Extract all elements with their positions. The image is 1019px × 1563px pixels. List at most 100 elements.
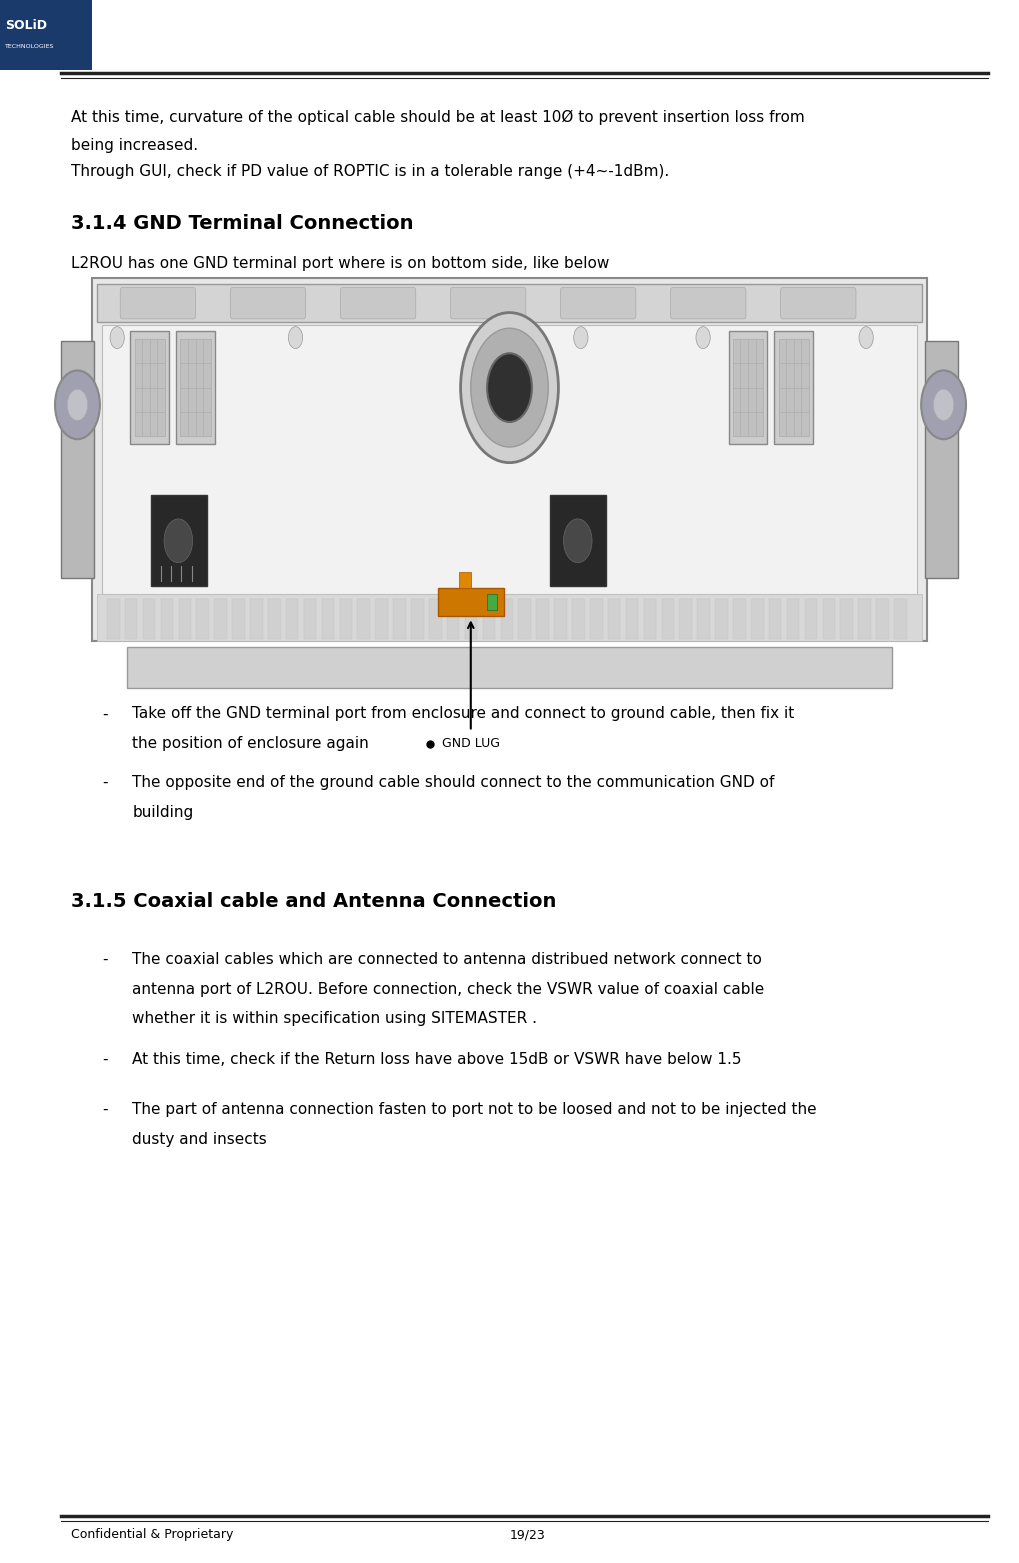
Bar xyxy=(232,599,245,639)
Text: Through GUI, check if PD value of ROPTIC is in a tolerable range (+4~-1dBm).: Through GUI, check if PD value of ROPTIC… xyxy=(71,164,669,180)
Text: -: - xyxy=(102,1102,107,1118)
Bar xyxy=(250,599,263,639)
Bar xyxy=(102,325,917,594)
Text: The opposite end of the ground cable should connect to the communication GND of: The opposite end of the ground cable sho… xyxy=(132,775,774,791)
Bar xyxy=(590,599,602,639)
Bar xyxy=(894,599,907,639)
Text: 3.1.5 Coaxial cable and Antenna Connection: 3.1.5 Coaxial cable and Antenna Connecti… xyxy=(71,892,556,911)
Text: -: - xyxy=(102,952,107,967)
Bar xyxy=(161,599,173,639)
Text: -: - xyxy=(102,775,107,791)
Bar xyxy=(729,331,767,444)
FancyBboxPatch shape xyxy=(230,288,306,319)
Bar xyxy=(858,599,871,639)
FancyBboxPatch shape xyxy=(450,288,526,319)
Text: antenna port of L2ROU. Before connection, check the VSWR value of coaxial cable: antenna port of L2ROU. Before connection… xyxy=(132,982,764,997)
Bar xyxy=(500,599,514,639)
FancyBboxPatch shape xyxy=(340,288,416,319)
Bar xyxy=(841,599,853,639)
Bar xyxy=(680,599,692,639)
Bar xyxy=(550,495,606,586)
Bar xyxy=(322,599,334,639)
Text: L2ROU has one GND terminal port where is on bottom side, like below: L2ROU has one GND terminal port where is… xyxy=(71,256,609,272)
FancyBboxPatch shape xyxy=(120,288,196,319)
Bar xyxy=(286,599,299,639)
Text: The part of antenna connection fasten to port not to be loosed and not to be inj: The part of antenna connection fasten to… xyxy=(132,1102,817,1118)
FancyBboxPatch shape xyxy=(560,288,636,319)
Circle shape xyxy=(487,353,532,422)
Bar xyxy=(608,599,621,639)
Circle shape xyxy=(859,327,873,349)
Bar xyxy=(0,0,92,70)
FancyBboxPatch shape xyxy=(671,288,746,319)
Bar xyxy=(339,599,353,639)
Bar xyxy=(876,599,889,639)
Text: 19/23: 19/23 xyxy=(510,1529,545,1541)
Bar xyxy=(92,278,927,641)
Circle shape xyxy=(933,389,954,420)
Bar xyxy=(61,341,94,578)
Bar xyxy=(644,599,656,639)
Text: GND LUG: GND LUG xyxy=(442,738,500,750)
Bar xyxy=(130,331,169,444)
Bar xyxy=(805,599,817,639)
Text: being increased.: being increased. xyxy=(71,138,199,153)
Circle shape xyxy=(164,519,193,563)
Bar xyxy=(487,594,497,610)
Bar xyxy=(465,599,477,639)
Bar xyxy=(197,599,209,639)
Bar xyxy=(429,599,441,639)
Bar xyxy=(733,339,763,436)
Bar xyxy=(97,284,922,322)
Circle shape xyxy=(461,313,558,463)
Bar xyxy=(127,647,892,688)
Bar xyxy=(787,599,799,639)
Bar xyxy=(135,339,165,436)
Text: SOLiD: SOLiD xyxy=(5,19,47,31)
Circle shape xyxy=(574,327,588,349)
Bar xyxy=(626,599,638,639)
Circle shape xyxy=(471,328,548,447)
Bar xyxy=(143,599,155,639)
Bar xyxy=(697,599,710,639)
Bar xyxy=(822,599,836,639)
Bar xyxy=(151,495,207,586)
Bar xyxy=(358,599,370,639)
Text: At this time, curvature of the optical cable should be at least 10Ø to prevent i: At this time, curvature of the optical c… xyxy=(71,109,805,125)
Bar xyxy=(176,331,215,444)
Bar xyxy=(393,599,406,639)
Bar xyxy=(304,599,316,639)
Text: -: - xyxy=(102,706,107,722)
Circle shape xyxy=(110,327,124,349)
Bar xyxy=(214,599,227,639)
Bar xyxy=(438,588,504,616)
Text: Confidential & Proprietary: Confidential & Proprietary xyxy=(71,1529,233,1541)
Circle shape xyxy=(55,370,100,439)
Bar xyxy=(375,599,388,639)
Bar xyxy=(459,572,471,588)
Bar xyxy=(536,599,549,639)
Bar xyxy=(554,599,567,639)
Text: whether it is within specification using SITEMASTER .: whether it is within specification using… xyxy=(132,1011,537,1027)
Bar xyxy=(925,341,958,578)
Circle shape xyxy=(288,327,303,349)
Text: TECHNOLOGIES: TECHNOLOGIES xyxy=(5,44,54,48)
Bar xyxy=(178,599,192,639)
Bar xyxy=(447,599,460,639)
Circle shape xyxy=(564,519,592,563)
Text: building: building xyxy=(132,805,194,821)
Bar xyxy=(483,599,495,639)
Text: At this time, check if the Return loss have above 15dB or VSWR have below 1.5: At this time, check if the Return loss h… xyxy=(132,1052,742,1068)
Bar xyxy=(733,599,746,639)
Bar xyxy=(268,599,280,639)
FancyBboxPatch shape xyxy=(781,288,856,319)
Bar xyxy=(180,339,211,436)
Bar xyxy=(107,599,119,639)
Bar xyxy=(779,339,809,436)
Text: The coaxial cables which are connected to antenna distribued network connect to: The coaxial cables which are connected t… xyxy=(132,952,762,967)
Bar xyxy=(411,599,424,639)
Bar xyxy=(661,599,675,639)
Bar xyxy=(774,331,813,444)
Circle shape xyxy=(696,327,710,349)
Bar xyxy=(715,599,728,639)
